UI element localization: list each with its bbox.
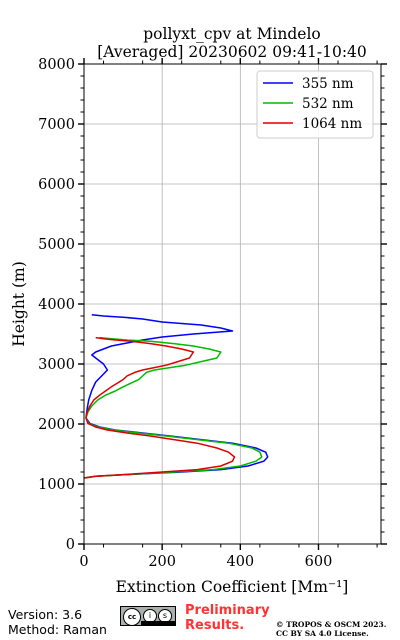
y-tick-label: 1000 <box>38 477 75 493</box>
axis-ticks <box>78 58 387 550</box>
legend-label-2: 1064 nm <box>302 116 362 132</box>
legend-box <box>256 70 374 139</box>
x-tick-label: 0 <box>79 554 88 570</box>
y-tick-label: 3000 <box>38 357 75 373</box>
copyright-line-2: CC BY SA 4.0 License. <box>276 629 369 638</box>
preliminary-notice: Preliminary Results. <box>185 603 270 633</box>
preliminary-line-1: Preliminary <box>185 603 270 618</box>
y-tick-label: 6000 <box>38 177 75 193</box>
x-tick-label: 600 <box>305 554 333 570</box>
y-tick-label: 8000 <box>38 57 75 73</box>
x-axis-label: Extinction Coefficient [Mm⁻¹] <box>116 578 349 596</box>
legend: 355 nm 532 nm 1064 nm <box>256 70 374 139</box>
x-tick-label: 400 <box>226 554 254 570</box>
y-axis-label: Height (m) <box>10 261 28 347</box>
method-label: Method: Raman <box>8 622 107 637</box>
badge-strip <box>141 621 175 625</box>
legend-label-0: 355 nm <box>302 76 354 92</box>
copyright-notice: © TROPOS & OSCM 2023. CC BY SA 4.0 Licen… <box>276 620 386 638</box>
legend-label-1: 532 nm <box>302 96 354 112</box>
cc-icon: cc <box>123 608 141 626</box>
series-line-0 <box>83 314 269 479</box>
chart-title-line-2: [Averaged] 20230602 09:41-10:40 <box>97 43 367 61</box>
cc-license-badge: cc i s <box>120 606 176 626</box>
y-tick-label: 0 <box>66 537 75 553</box>
tick-labels: 0 200 400 600010002000300040005000600070008… <box>38 57 332 570</box>
y-tick-label: 7000 <box>38 117 75 133</box>
y-tick-label: 4000 <box>38 297 75 313</box>
series-line-1 <box>83 336 263 479</box>
copyright-line-1: © TROPOS & OSCM 2023. <box>276 620 387 629</box>
version-label: Version: 3.6 <box>8 607 83 622</box>
series-line-2 <box>83 336 236 479</box>
y-tick-label: 2000 <box>38 417 75 433</box>
y-tick-label: 5000 <box>38 237 75 253</box>
preliminary-line-2: Results. <box>185 618 245 633</box>
x-tick-label: 200 <box>148 554 176 570</box>
chart-title-line-1: pollyxt_cpv at Mindelo <box>143 25 321 43</box>
series-lines <box>83 314 269 479</box>
